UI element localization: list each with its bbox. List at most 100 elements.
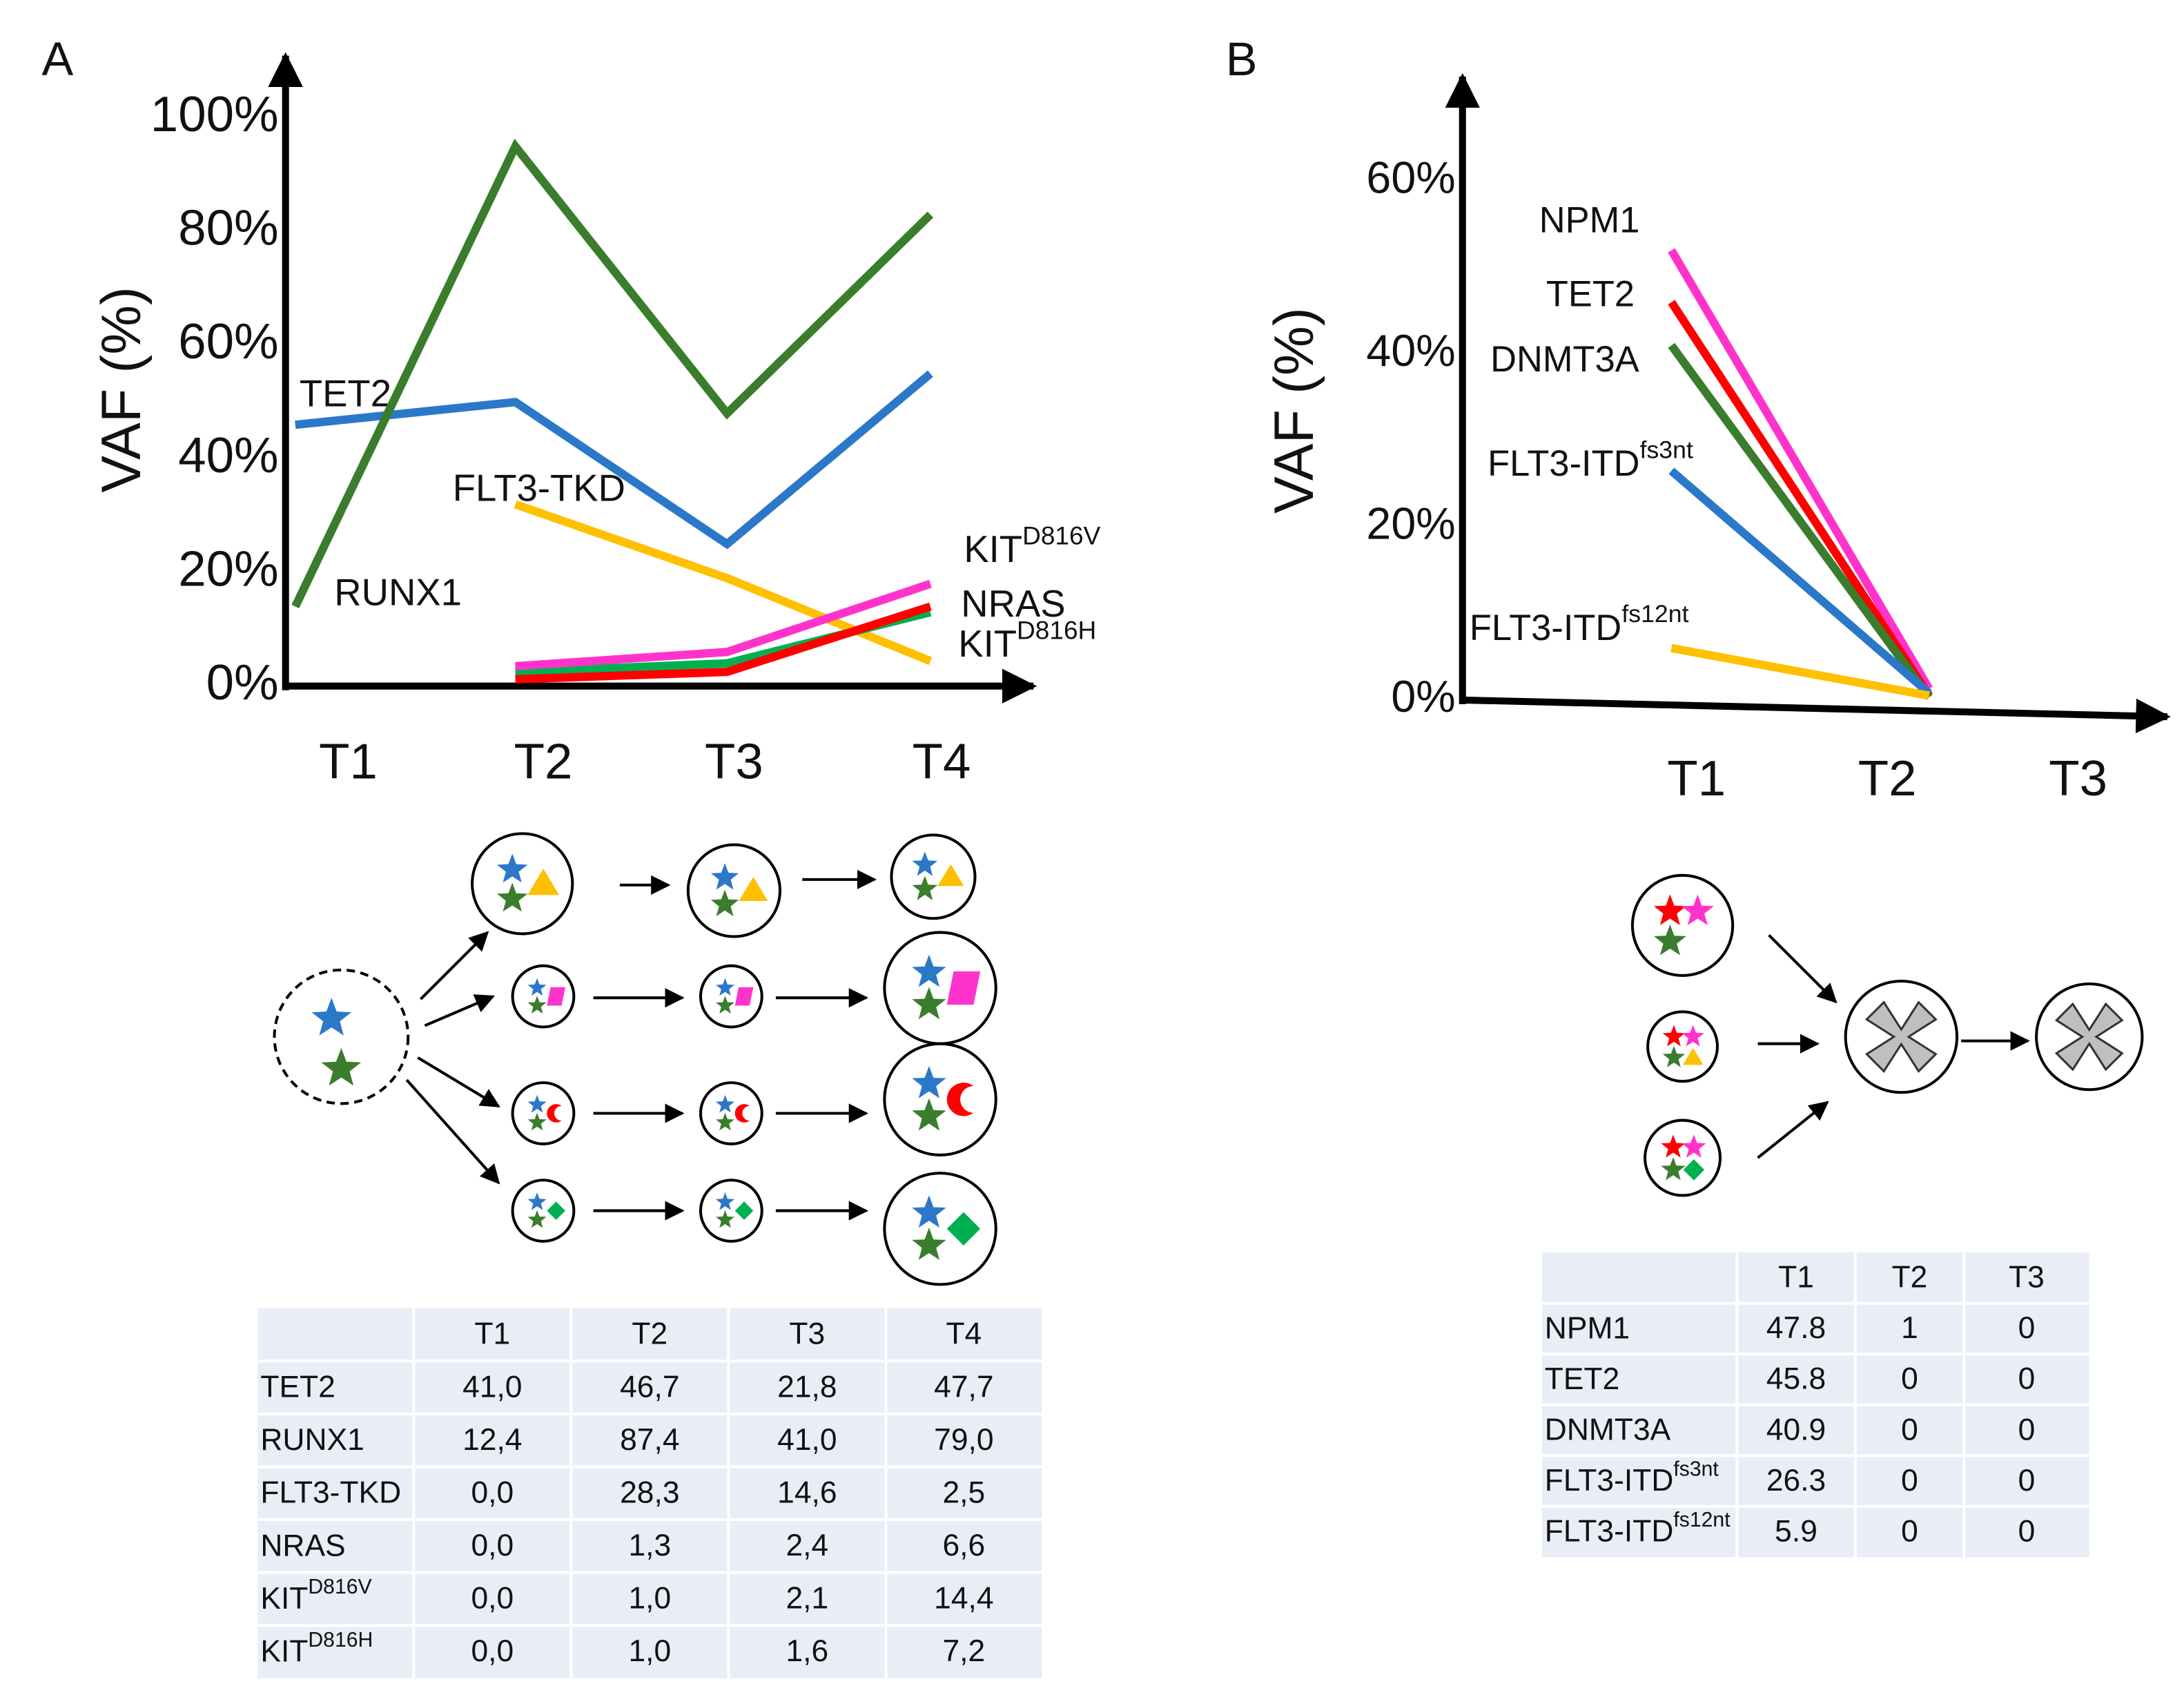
table-cell: 0 xyxy=(1901,1464,1918,1498)
x-tick-label: T2 xyxy=(514,734,573,790)
y-tick-label: 60% xyxy=(1366,153,1455,202)
table-row-label: TET2 xyxy=(1545,1362,1620,1396)
star xyxy=(1654,924,1686,956)
diamond xyxy=(946,1212,981,1246)
table-row-label-sup: D816H xyxy=(308,1629,373,1652)
series-label-main: FLT3-TKD xyxy=(453,467,625,510)
table-cell: 2,1 xyxy=(786,1582,828,1616)
table-cell: 2,5 xyxy=(943,1475,986,1509)
table-row-label-sup: D816V xyxy=(308,1576,371,1598)
y-tick-label: 40% xyxy=(178,427,278,483)
series-line xyxy=(1668,467,1932,697)
table-cell: 0 xyxy=(1901,1514,1918,1548)
star xyxy=(715,1112,735,1131)
table-header: T3 xyxy=(789,1317,825,1351)
table-cell: 1 xyxy=(1901,1311,1918,1345)
table-row-label-main: FLT3-ITD xyxy=(1545,1464,1674,1498)
table-header: T2 xyxy=(632,1317,667,1351)
y-tick-label: 0% xyxy=(206,655,279,710)
table-cell: 47,7 xyxy=(934,1370,993,1404)
parallelogram xyxy=(547,987,565,1006)
table-cell: 47.8 xyxy=(1766,1311,1826,1345)
clone xyxy=(686,843,782,938)
arrow xyxy=(1768,934,1837,1004)
y-tick-label: 100% xyxy=(150,86,279,142)
series-label-main: DNMT3A xyxy=(1490,340,1639,380)
x-tick-label: T3 xyxy=(705,734,763,790)
y-tick-label: 0% xyxy=(1391,672,1455,721)
series-line xyxy=(291,138,934,609)
clone xyxy=(511,1179,576,1243)
table-header: T1 xyxy=(1778,1261,1814,1295)
series-label: DNMT3A xyxy=(1490,340,1639,380)
table-header: T4 xyxy=(946,1317,982,1351)
table-row-label-sup: fs12nt xyxy=(1673,1509,1730,1531)
series-line xyxy=(1668,300,1933,698)
table-cell: 1,3 xyxy=(628,1529,671,1562)
series-label-main: FLT3-ITD xyxy=(1470,608,1621,648)
series-label: FLT3-ITDfs12nt xyxy=(1470,601,1689,648)
table-cell: 0 xyxy=(2018,1514,2036,1548)
star xyxy=(527,1094,547,1113)
series-label-main: FLT3-ITD xyxy=(1488,444,1639,484)
star xyxy=(912,987,946,1020)
star xyxy=(496,853,528,883)
clone xyxy=(890,833,977,920)
star xyxy=(496,882,528,912)
star xyxy=(912,954,946,987)
y-tick-label: 40% xyxy=(1366,326,1455,376)
series-line xyxy=(515,602,932,684)
table-cell: 6,6 xyxy=(943,1529,986,1562)
table-row-label-main: NRAS xyxy=(260,1529,345,1562)
star xyxy=(912,1098,946,1131)
series-line xyxy=(514,500,933,666)
table-row-label: RUNX1 xyxy=(260,1423,364,1457)
y-axis-label: VAF (%) xyxy=(90,287,153,493)
table-cell: 12,4 xyxy=(462,1423,522,1457)
table-cell: 0,0 xyxy=(471,1529,514,1562)
table-row-label-main: TET2 xyxy=(260,1370,335,1404)
table-row-label: TET2 xyxy=(260,1370,335,1404)
star xyxy=(1661,1156,1686,1181)
clone xyxy=(273,968,410,1105)
table-cell: 1,0 xyxy=(628,1582,671,1616)
arrow xyxy=(419,931,489,1000)
y-tick-label: 80% xyxy=(178,200,278,256)
series-label-sup: D816V xyxy=(1022,521,1101,550)
panel-label: A xyxy=(42,32,74,86)
series-label-main: RUNX1 xyxy=(334,572,462,614)
star xyxy=(1681,1025,1705,1047)
series-label-main: NPM1 xyxy=(1539,200,1640,240)
series-label: TET2 xyxy=(1546,274,1635,314)
series-label-sup: fs3nt xyxy=(1640,436,1693,464)
table-cell: 0,0 xyxy=(471,1475,514,1509)
table-cell: 40.9 xyxy=(1766,1413,1826,1446)
series-label-main: TET2 xyxy=(300,373,391,415)
clone xyxy=(511,1081,576,1145)
table-header: T3 xyxy=(2009,1261,2045,1295)
table-cell: 0,0 xyxy=(471,1634,514,1668)
clone xyxy=(511,964,576,1029)
star xyxy=(1654,894,1686,925)
table-row-label-main: KIT xyxy=(260,1582,308,1616)
table-bg xyxy=(257,1308,1042,1678)
clone xyxy=(883,1172,997,1286)
table-cell: 5.9 xyxy=(1775,1514,1817,1548)
series-line xyxy=(1668,342,1933,700)
table-cell: 79,0 xyxy=(934,1423,993,1457)
cross xyxy=(2054,1002,2124,1072)
series-line xyxy=(515,579,932,670)
diamond xyxy=(734,1201,754,1220)
crescent xyxy=(946,1083,974,1116)
table-row-label-main: TET2 xyxy=(1545,1362,1620,1396)
crescent xyxy=(734,1104,750,1123)
triangle xyxy=(527,869,560,895)
table-row-label: KITD816V xyxy=(260,1576,371,1615)
star xyxy=(715,1192,735,1210)
series-label-main: KIT xyxy=(958,623,1017,666)
series-label: FLT3-ITDfs3nt xyxy=(1488,436,1693,484)
y-tick-label: 20% xyxy=(178,541,278,597)
clone xyxy=(1646,1010,1719,1083)
star xyxy=(527,1112,547,1131)
